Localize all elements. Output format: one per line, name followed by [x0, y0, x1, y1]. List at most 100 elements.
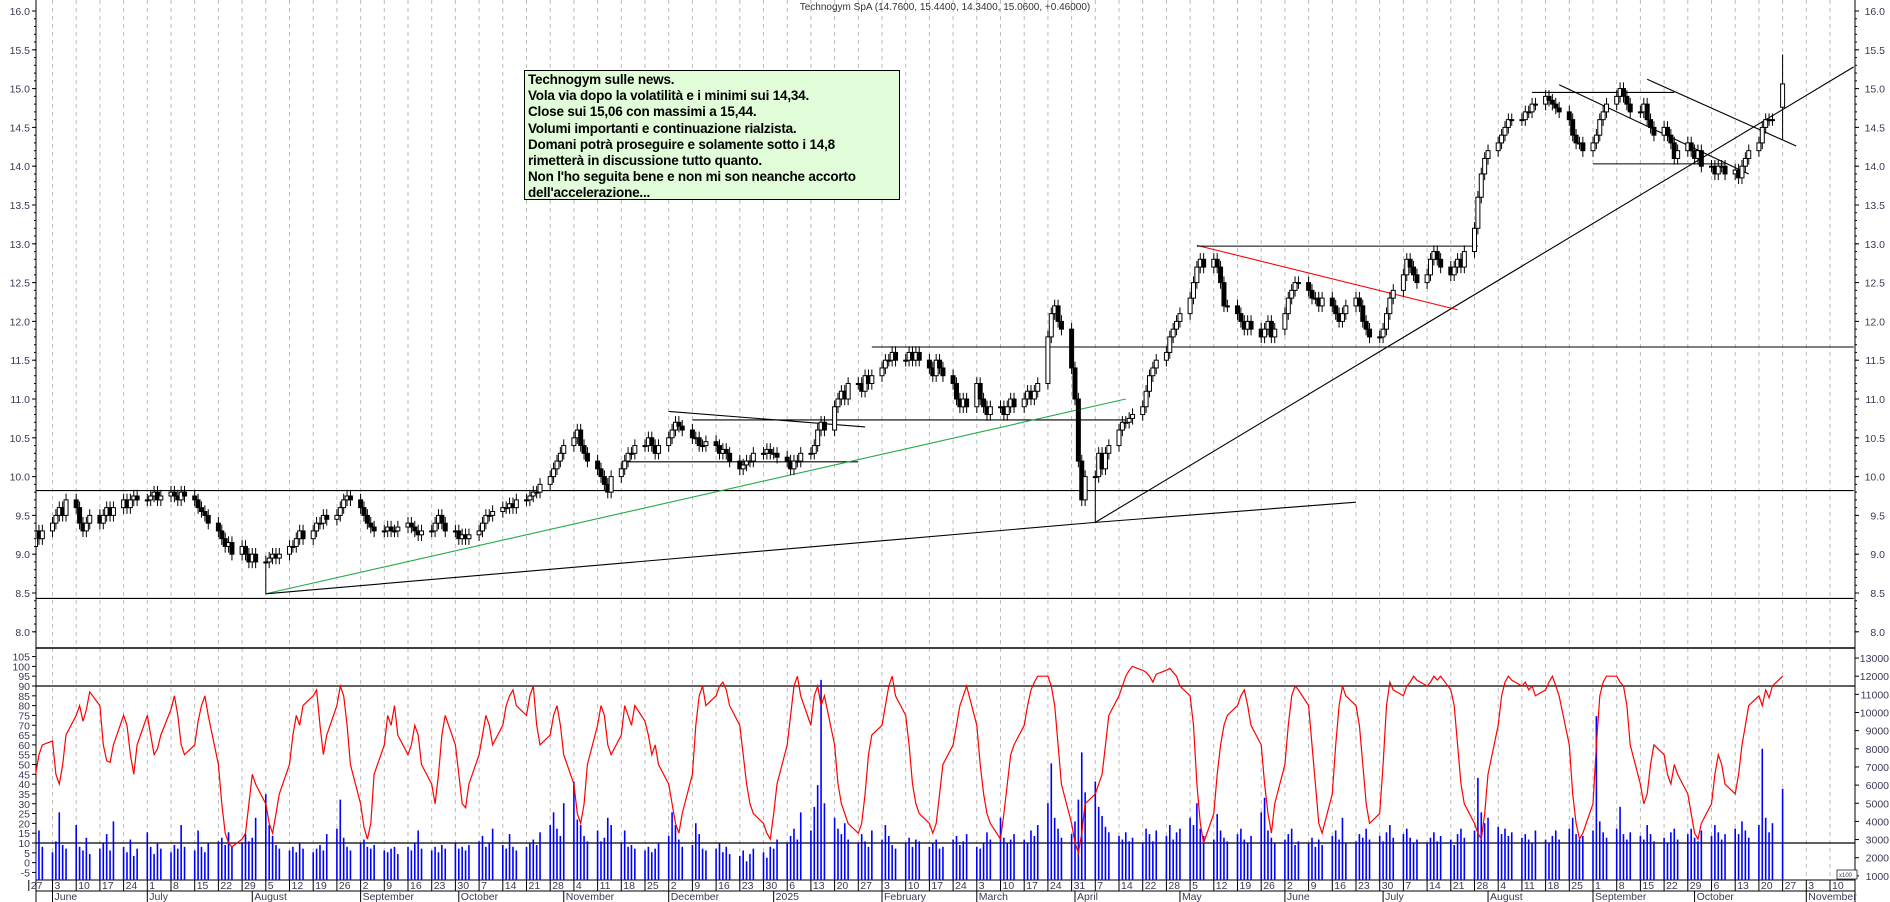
candle: [713, 435, 719, 452]
candle-body: [524, 499, 529, 502]
candle-body: [1201, 258, 1207, 268]
note-line: Domani potrà proseguire e solamente sott…: [528, 136, 835, 152]
osc-tick-label: 20: [18, 818, 30, 830]
candle-body: [1556, 107, 1562, 113]
candle-body: [1566, 111, 1572, 121]
candle-body: [713, 441, 719, 447]
candle: [1546, 90, 1552, 107]
note-line: Non l'ho seguita bene e non mi son neanc…: [528, 169, 856, 185]
candle: [1624, 90, 1630, 111]
candle: [300, 524, 306, 545]
candle-body: [388, 526, 394, 532]
candle-body: [87, 514, 93, 524]
candle-body: [381, 530, 387, 533]
candle: [1580, 136, 1586, 157]
price-tick-label: 15.0: [1865, 84, 1886, 96]
week-label: 4: [1500, 880, 1506, 892]
price-tick-label: 10.0: [10, 472, 31, 484]
candle-body: [1664, 126, 1670, 136]
week-label: 11: [600, 880, 611, 892]
candle: [1011, 392, 1017, 413]
price-tick-label: 12.5: [10, 278, 31, 290]
candle: [869, 369, 875, 390]
candle: [547, 470, 553, 491]
candle: [1614, 90, 1620, 111]
candle: [584, 447, 590, 468]
candle: [1499, 128, 1505, 150]
week-label: 9: [1311, 880, 1317, 892]
candle-body: [1367, 328, 1373, 338]
week-label: 20: [837, 880, 849, 892]
candle: [158, 489, 164, 507]
candle-body: [649, 437, 655, 447]
candle-body: [73, 499, 79, 509]
candle: [1329, 291, 1335, 313]
candle-body: [1780, 83, 1786, 108]
month-label: November: [1808, 891, 1857, 902]
candle-body: [534, 491, 540, 494]
candle-body: [368, 522, 374, 528]
price-tick-label: 11.5: [1865, 355, 1885, 367]
candle: [442, 516, 448, 538]
candle: [679, 419, 685, 437]
candle: [1668, 128, 1674, 150]
candle: [835, 392, 841, 413]
candle: [1482, 152, 1488, 181]
candle: [287, 540, 292, 561]
candle-body: [134, 495, 140, 501]
candle-body: [358, 499, 364, 509]
candle-body: [903, 359, 909, 362]
candle-body: [1739, 165, 1745, 179]
candle: [1648, 113, 1654, 134]
candle: [1472, 222, 1477, 258]
candle: [242, 540, 248, 561]
volume-tick-label: 4000: [1866, 816, 1890, 828]
week-label: 18: [1548, 880, 1560, 892]
osc-tick-label: 90: [18, 681, 30, 693]
osc-tick-label: 25: [18, 809, 30, 821]
candle-body: [584, 452, 590, 462]
candle-body: [608, 476, 614, 493]
candle-body: [1482, 157, 1488, 175]
candle: [879, 361, 885, 382]
candle: [476, 524, 482, 542]
candle: [964, 392, 970, 413]
candle: [1651, 121, 1657, 142]
candle-body: [774, 452, 780, 458]
candle-body: [1069, 328, 1075, 369]
trendline: [1095, 66, 1854, 523]
candle-body: [1461, 251, 1467, 268]
price-tick-label: 13.5: [10, 200, 31, 212]
candle: [1390, 284, 1396, 305]
week-label: 14: [1121, 880, 1133, 892]
week-label: 14: [1429, 880, 1441, 892]
candle-body: [1614, 95, 1620, 105]
week-label: 22: [1666, 880, 1678, 892]
candle: [1556, 101, 1562, 119]
candle-body: [835, 398, 841, 408]
osc-tick-label: 70: [18, 720, 30, 732]
candle-body: [1553, 103, 1559, 109]
candle-body: [1407, 258, 1413, 268]
week-label: 17: [1026, 880, 1038, 892]
week-label: 26: [1263, 880, 1275, 892]
osc-tick-label: 30: [18, 799, 30, 811]
candle-body: [39, 530, 45, 540]
candle-body: [1438, 258, 1444, 268]
candle-body: [337, 507, 343, 516]
candle-body: [215, 522, 221, 532]
candle: [642, 439, 648, 452]
candle-body: [182, 491, 188, 497]
candle: [1715, 159, 1721, 181]
candle: [182, 485, 188, 503]
candle: [557, 447, 563, 468]
candle: [1742, 152, 1748, 173]
week-label: 2: [671, 880, 677, 892]
candle: [1058, 315, 1064, 336]
candle: [1485, 144, 1491, 165]
price-tick-label: 12.0: [1865, 316, 1886, 328]
candle-body: [1146, 375, 1152, 392]
candle-body: [1116, 429, 1122, 447]
candle: [358, 493, 364, 514]
month-label: July: [149, 891, 168, 902]
